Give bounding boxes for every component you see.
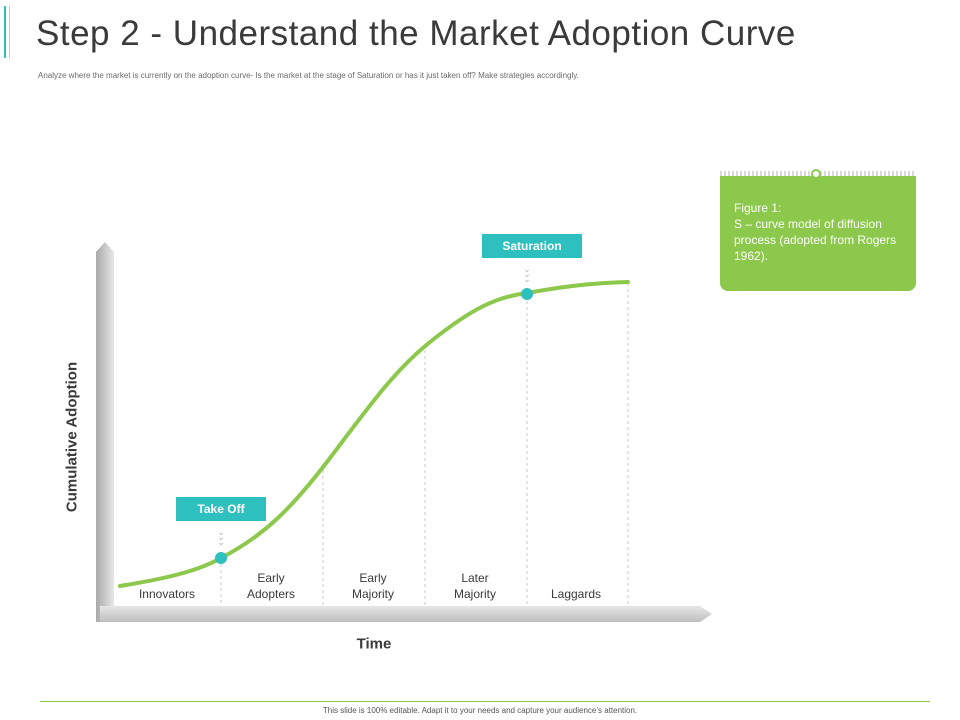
slide-title: Step 2 - Understand the Market Adoption …	[36, 14, 796, 53]
title-accent-bar	[4, 6, 6, 58]
segment-label: Early Adopters	[246, 571, 296, 601]
title-accent-bar-thin	[9, 6, 10, 58]
take-off-marker-dot	[215, 552, 227, 564]
footer-text: This slide is 100% editable. Adapt it to…	[322, 706, 638, 715]
x-axis-label: Time	[356, 635, 392, 653]
s-curve-line	[118, 280, 630, 588]
chevron-down-icon: ⌄ ⌄ ⌄	[217, 527, 225, 547]
slide-subtitle: Analyze where the market is currently on…	[38, 71, 579, 80]
segment-label: Early Majority	[351, 571, 394, 601]
segment-label: Innovators	[138, 587, 196, 601]
segment-label: Later Majority	[453, 571, 496, 601]
saturation-marker-dot	[521, 288, 533, 300]
y-axis-arrow	[96, 242, 114, 622]
figure-note-text: Figure 1: S – curve model of diffusion p…	[734, 201, 897, 263]
figure-note-card	[720, 175, 916, 291]
saturation-tag: Saturation	[482, 234, 582, 258]
pin-icon	[811, 169, 821, 179]
footer-divider	[40, 701, 930, 702]
x-axis-arrow	[100, 606, 712, 622]
segment-label: Laggards	[550, 587, 602, 601]
take-off-tag: Take Off	[176, 497, 266, 521]
chevron-down-icon: ⌄ ⌄ ⌄	[523, 264, 531, 284]
